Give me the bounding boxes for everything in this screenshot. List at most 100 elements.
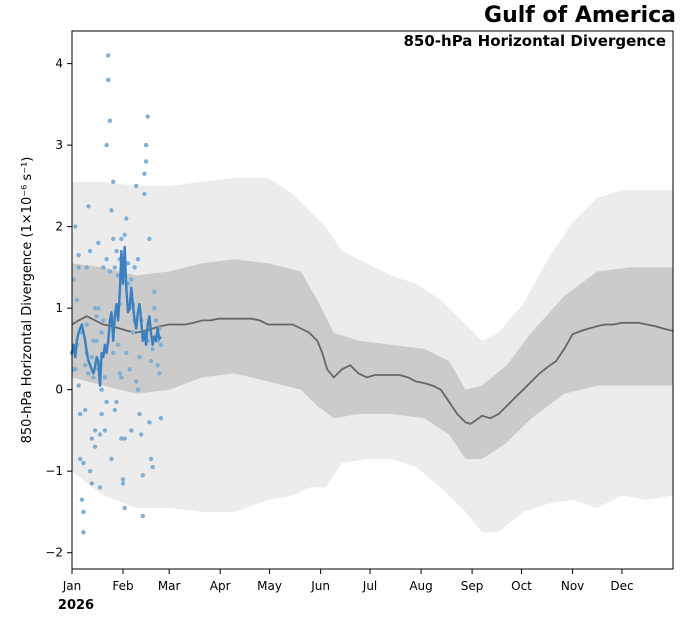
- plot-frame: [71, 30, 674, 570]
- observed-point: [115, 342, 121, 347]
- observed-point: [89, 436, 95, 441]
- observed-point: [84, 265, 90, 270]
- observed-point: [81, 460, 86, 466]
- observed-point: [114, 399, 119, 405]
- observed-point: [155, 363, 160, 368]
- observed-point: [139, 432, 144, 437]
- observed-point: [87, 248, 93, 254]
- observed-point: [89, 481, 95, 486]
- observed-point: [145, 114, 150, 119]
- y-tick-label: 2: [55, 220, 63, 234]
- observed-point: [109, 456, 114, 462]
- x-tick-label: Feb: [112, 579, 133, 593]
- observed-point: [73, 224, 78, 229]
- observed-point: [76, 265, 81, 270]
- observed-point: [143, 159, 149, 164]
- observed-point: [83, 363, 88, 368]
- y-tick-label: 4: [55, 57, 63, 71]
- observed-point: [119, 436, 124, 441]
- observed-point: [102, 375, 108, 380]
- observed-point: [92, 444, 98, 449]
- observed-point: [111, 236, 116, 242]
- x-tick-label: Aug: [409, 579, 432, 593]
- observed-point: [106, 53, 111, 58]
- observed-point: [132, 265, 137, 270]
- observed-point: [86, 371, 91, 376]
- observed-point: [129, 277, 134, 282]
- observed-point: [129, 428, 134, 433]
- observed-point: [101, 265, 106, 270]
- x-tick-label: Apr: [210, 579, 231, 593]
- observed-point: [89, 354, 95, 360]
- observed-point: [147, 236, 152, 242]
- observed-point: [81, 530, 86, 535]
- observed-point: [158, 416, 164, 421]
- observed-point: [114, 248, 119, 254]
- observed-point: [78, 411, 83, 417]
- observed-point: [143, 142, 149, 148]
- observed-point: [104, 257, 109, 262]
- observed-point: [107, 269, 113, 274]
- observed-point: [83, 407, 88, 413]
- observed-point: [147, 420, 152, 425]
- observed-point: [94, 338, 99, 343]
- observed-point: [150, 346, 155, 352]
- observed-point: [127, 367, 132, 372]
- observed-point: [79, 497, 85, 502]
- y-axis: −2 −1 0 1 2 3 4: [45, 57, 72, 560]
- observed-point: [153, 318, 159, 323]
- observed-point: [140, 513, 145, 519]
- observed-point: [84, 322, 90, 327]
- observed-point: [157, 371, 162, 376]
- y-tick-label: 3: [55, 138, 63, 152]
- chart-title: Gulf of America: [484, 3, 676, 28]
- observed-point: [91, 338, 96, 343]
- observed-point: [122, 232, 127, 237]
- y-tick-label: −2: [45, 546, 63, 560]
- observed-point: [109, 208, 114, 213]
- observed-point: [152, 289, 157, 294]
- observed-point: [99, 387, 104, 392]
- y-tick-label: −1: [45, 464, 63, 478]
- observed-point: [97, 485, 103, 490]
- x-tick-label: Jun: [310, 579, 330, 593]
- observed-point: [104, 142, 109, 148]
- observed-point: [158, 342, 164, 347]
- observed-point: [148, 456, 154, 462]
- y-tick-label: 1: [55, 301, 63, 315]
- observed-point: [96, 306, 101, 311]
- observed-point: [135, 387, 141, 392]
- observed-point: [122, 505, 127, 511]
- observed-point: [124, 216, 129, 221]
- observed-point: [119, 375, 124, 380]
- observed-point: [92, 428, 98, 433]
- x-tick-label: Jul: [362, 579, 377, 593]
- observed-point: [120, 477, 126, 482]
- observed-point: [102, 428, 108, 433]
- observed-point: [134, 183, 139, 189]
- observed-point: [78, 456, 83, 462]
- observed-point: [117, 371, 123, 376]
- y-axis-label: 850-hPa Horizontal Divergence (1×10⁻⁶ s⁻…: [20, 157, 35, 444]
- observed-point: [97, 432, 103, 437]
- band-inner-range: [72, 259, 673, 459]
- observed-point: [104, 399, 109, 405]
- observed-point: [150, 464, 155, 470]
- observed-point: [74, 297, 80, 303]
- observed-point: [142, 171, 147, 176]
- observed-point: [112, 265, 118, 270]
- climatology-bands: [72, 177, 673, 533]
- observed-point: [119, 236, 124, 242]
- observed-point: [106, 77, 111, 83]
- observed-point: [111, 179, 116, 184]
- observed-point: [122, 436, 127, 441]
- observed-point: [96, 240, 101, 246]
- observed-point: [73, 367, 78, 372]
- x-tick-label: Nov: [561, 579, 584, 593]
- x-tick-label: Sep: [461, 579, 484, 593]
- observed-point: [142, 191, 147, 197]
- observed-point: [94, 314, 99, 319]
- observed-point: [112, 407, 118, 413]
- observed-point: [130, 330, 136, 335]
